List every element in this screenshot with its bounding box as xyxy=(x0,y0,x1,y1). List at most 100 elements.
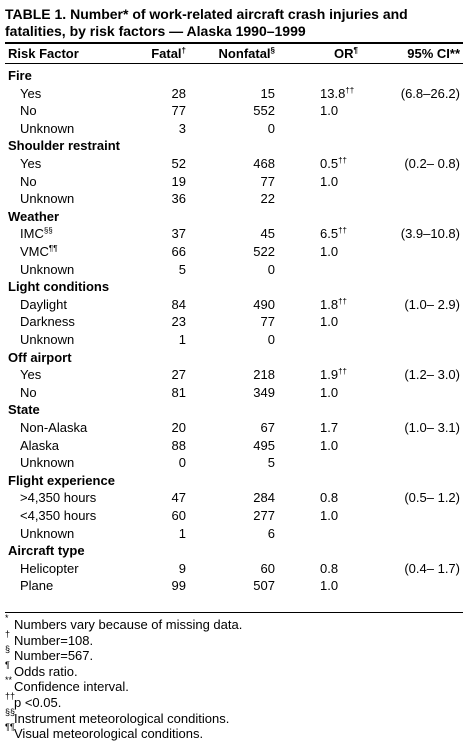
footnote: § Number=567. xyxy=(5,644,94,664)
ci-cell: (1.0– 3.1) xyxy=(404,420,460,435)
or-cell: 6.5†† xyxy=(320,226,347,242)
footnote: ¶ Odds ratio. xyxy=(5,660,78,679)
footnote-mark: §§ xyxy=(5,706,16,717)
fatal-cell: 99 xyxy=(171,578,186,594)
fatal-cell: 9 xyxy=(178,560,186,576)
footnote: †† p <0.05. xyxy=(5,691,61,710)
group-heading: Aircraft type xyxy=(0,542,468,559)
ci-cell: (3.9–10.8) xyxy=(400,226,460,242)
row-label: Daylight xyxy=(20,296,67,312)
row-label: Unknown xyxy=(20,332,75,347)
column-header-risk-factor: Risk Factor xyxy=(8,46,79,61)
footnote-mark: * xyxy=(5,613,9,623)
group-heading: Fire xyxy=(0,67,468,84)
footnote-text: Number=108. xyxy=(14,632,94,648)
fatal-cell: 0 xyxy=(178,455,186,471)
fatal-cell: 88 xyxy=(171,437,186,453)
table-bottom-rule xyxy=(5,612,463,613)
header-top-rule xyxy=(5,42,463,44)
or-cell: 1.0 xyxy=(320,244,339,259)
fatal-cell: 60 xyxy=(171,508,186,523)
footnote-mark: †† xyxy=(5,691,16,701)
or-cell: 1.7 xyxy=(320,420,339,435)
footnote: ** Confidence interval. xyxy=(5,675,129,694)
table-row: Unknown 1 0 xyxy=(0,331,468,348)
ci-cell: (1.2– 3.0) xyxy=(404,367,460,383)
footnote-mark: ¶ xyxy=(5,659,10,670)
row-label: Yes xyxy=(20,85,42,101)
row-label: Unknown xyxy=(20,120,75,136)
group-heading: Flight experience xyxy=(0,472,468,489)
row-label: No xyxy=(20,384,37,400)
group-heading-label: Off airport xyxy=(8,349,72,365)
table-row: No 19 77 1.0 xyxy=(0,173,468,190)
nonfatal-cell: 277 xyxy=(253,508,275,523)
ci-cell: (0.5– 1.2) xyxy=(404,490,460,506)
fatal-cell: 66 xyxy=(171,244,186,259)
nonfatal-cell: 490 xyxy=(253,296,275,312)
nonfatal-cell: 77 xyxy=(260,314,275,330)
fatal-cell: 3 xyxy=(178,120,186,136)
table-row: Unknown 1 6 xyxy=(0,525,468,542)
footnote-text: Visual meteorological conditions. xyxy=(14,726,204,742)
footnote: † Number=108. xyxy=(5,629,94,648)
group-heading: State xyxy=(0,401,468,418)
or-cell: 1.0 xyxy=(320,384,339,400)
group-heading-label: Aircraft type xyxy=(8,543,85,559)
table-row: >4,350 hours 47 284 0.8 (0.5– 1.2) xyxy=(0,489,468,506)
row-label: Yes xyxy=(20,367,42,383)
row-label: Alaska xyxy=(20,437,60,453)
footnote: §§ Instrument meteorological conditions. xyxy=(5,707,230,726)
footnote-text: Numbers vary because of missing data. xyxy=(14,617,243,632)
fatal-cell: 1 xyxy=(178,332,186,347)
or-cell: 1.0 xyxy=(320,173,339,189)
nonfatal-cell: 507 xyxy=(253,578,275,594)
ci-cell: (0.2– 0.8) xyxy=(404,156,460,171)
footnote-text: Number=567. xyxy=(14,648,94,664)
row-label: >4,350 hours xyxy=(20,490,97,506)
row-label: Unknown xyxy=(20,261,75,277)
nonfatal-cell: 349 xyxy=(253,384,275,400)
table-row: Yes 28 15 13.8†† (6.8–26.2) xyxy=(0,85,468,102)
row-label: Unknown xyxy=(20,525,75,541)
ci-cell: (0.4– 1.7) xyxy=(404,560,460,576)
fatal-cell: 47 xyxy=(171,490,186,506)
fatal-cell: 1 xyxy=(178,525,186,541)
footnote: * Numbers vary because of missing data. xyxy=(5,613,243,632)
column-header-fatal: Fatal† xyxy=(151,46,186,61)
or-cell: 1.0 xyxy=(320,508,339,523)
nonfatal-cell: 5 xyxy=(267,455,275,471)
nonfatal-cell: 522 xyxy=(253,244,275,259)
nonfatal-cell: 77 xyxy=(260,173,275,189)
footnote-mark: † xyxy=(5,628,11,639)
or-cell: 1.0 xyxy=(320,578,339,594)
ci-cell: (1.0– 2.9) xyxy=(404,296,460,312)
group-heading-label: Fire xyxy=(8,68,32,83)
nonfatal-cell: 60 xyxy=(260,560,275,576)
table-row: Alaska 88 495 1.0 xyxy=(0,437,468,454)
nonfatal-cell: 0 xyxy=(267,261,275,277)
fatal-cell: 36 xyxy=(171,191,186,207)
nonfatal-cell: 284 xyxy=(253,490,275,506)
group-heading: Weather xyxy=(0,208,468,225)
table-row: No 81 349 1.0 xyxy=(0,384,468,401)
fatal-cell: 20 xyxy=(171,420,186,435)
fatal-cell: 28 xyxy=(171,85,186,101)
row-label: Non-Alaska xyxy=(20,420,88,435)
table-row: Unknown 36 22 xyxy=(0,190,468,207)
row-label: Unknown xyxy=(20,191,75,207)
or-cell: 1.0 xyxy=(320,437,339,453)
table-row: Non-Alaska 20 67 1.7 (1.0– 3.1) xyxy=(0,419,468,436)
footnote-mark: § xyxy=(5,644,11,655)
fatal-cell: 19 xyxy=(171,173,186,189)
row-label: <4,350 hours xyxy=(20,508,97,523)
or-cell: 1.0 xyxy=(320,103,339,119)
ci-cell: (6.8–26.2) xyxy=(400,85,460,101)
fatal-cell: 77 xyxy=(171,103,186,119)
table-row: Yes 52 468 0.5†† (0.2– 0.8) xyxy=(0,155,468,172)
nonfatal-cell: 15 xyxy=(260,85,275,101)
fatal-cell: 81 xyxy=(171,384,186,400)
header-bottom-rule xyxy=(5,63,463,64)
footnote-text: Instrument meteorological conditions. xyxy=(14,710,230,726)
nonfatal-cell: 552 xyxy=(253,103,275,119)
